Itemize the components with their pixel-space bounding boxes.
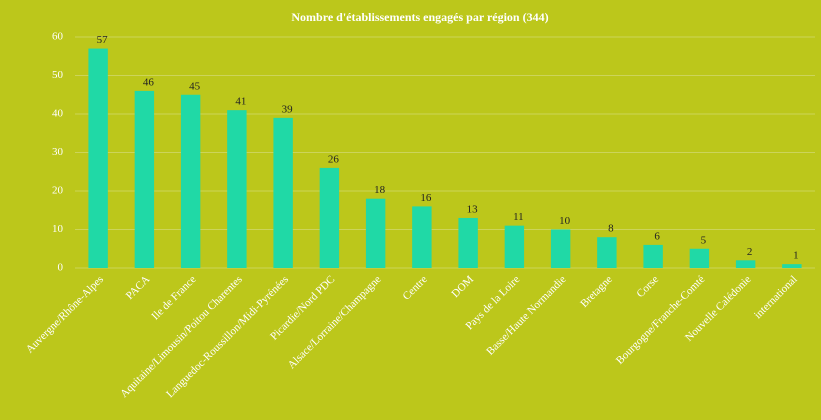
bar — [273, 117, 293, 268]
y-tick-label: 0 — [58, 262, 64, 274]
bar — [412, 206, 432, 268]
bar — [735, 260, 756, 268]
bar — [782, 264, 802, 268]
value-label: 2 — [747, 246, 753, 258]
y-tick-label: 10 — [52, 223, 64, 235]
value-label: 46 — [143, 76, 155, 88]
bar — [227, 110, 247, 269]
value-label: 45 — [189, 80, 201, 92]
bar — [319, 167, 340, 268]
y-tick-label: 50 — [52, 69, 64, 81]
value-label: 57 — [97, 34, 109, 46]
value-label: 11 — [513, 211, 524, 223]
bar — [504, 225, 525, 268]
y-tick-label: 20 — [52, 185, 64, 197]
value-label: 5 — [701, 234, 707, 246]
value-label: 39 — [282, 103, 294, 115]
value-label: 8 — [608, 223, 614, 235]
value-label: 10 — [559, 215, 571, 227]
bar — [689, 248, 710, 268]
value-label: 41 — [235, 96, 246, 108]
bar — [180, 94, 201, 268]
bar — [458, 217, 478, 268]
bar — [134, 90, 155, 269]
value-label: 26 — [328, 153, 340, 165]
bar — [88, 48, 108, 268]
y-tick-label: 60 — [52, 31, 64, 43]
value-label: 13 — [467, 203, 479, 215]
y-tick-label: 30 — [52, 146, 64, 158]
bar — [365, 198, 386, 268]
bar — [643, 244, 663, 268]
value-label: 6 — [654, 230, 660, 242]
bar — [550, 229, 571, 268]
chart-title: Nombre d'établissements engagés par régi… — [291, 10, 548, 24]
value-label: 16 — [420, 192, 432, 204]
y-tick-label: 40 — [52, 108, 64, 120]
value-label: 1 — [793, 250, 799, 262]
value-label: 18 — [374, 184, 386, 196]
bar — [597, 237, 617, 268]
